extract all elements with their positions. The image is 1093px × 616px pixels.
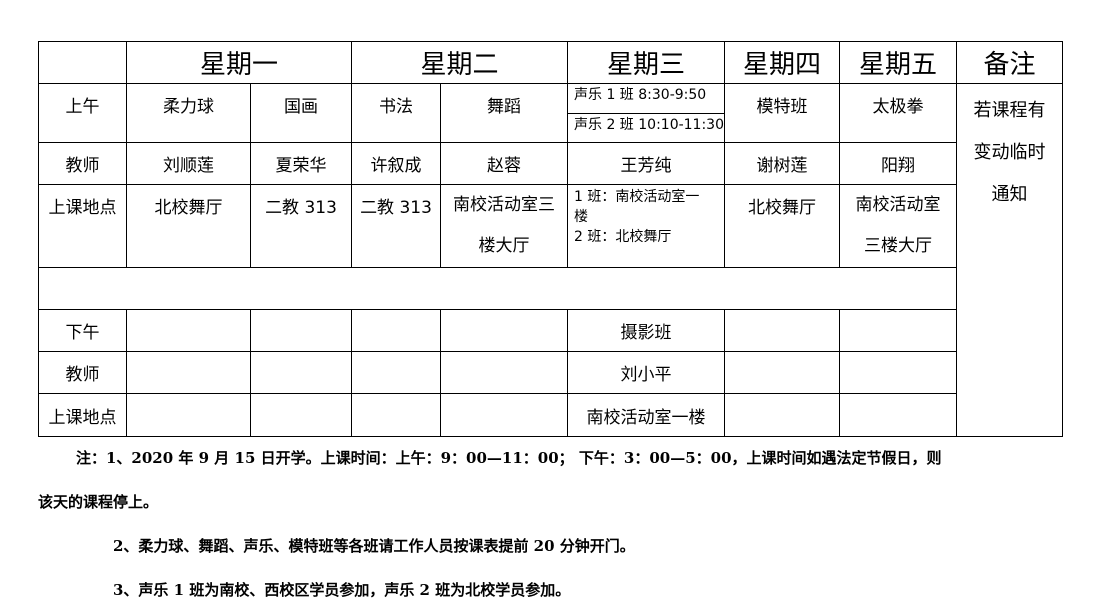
note-1-cont: 该天的课程停上。 — [38, 493, 159, 511]
empty-cell — [440, 351, 568, 394]
corner-cell — [38, 41, 127, 84]
course-cell: 国画 — [250, 83, 352, 143]
empty-cell — [351, 393, 441, 437]
location-line: 楼 — [574, 209, 588, 225]
teacher-cell: 谢树莲 — [724, 142, 840, 185]
note-2: 2、柔力球、舞蹈、声乐、模特班等各班请工作人员按课表提前 20 分钟开门。 — [113, 537, 635, 555]
location-line: 2 班：北校舞厅 — [574, 229, 672, 245]
singing-cell: 声乐 1 班 8:30-9:50 声乐 2 班 10:10-11:30 — [567, 83, 725, 143]
location-cell: 北校舞厅 — [126, 184, 251, 268]
teacher-cell: 阳翔 — [839, 142, 957, 185]
empty-cell — [351, 309, 441, 352]
location-pm-row: 上课地点 南校活动室一楼 — [38, 393, 1063, 437]
location-am-row: 上课地点 北校舞厅 二教 313 二教 313 南校活动室三 楼大厅 1 班：南校… — [38, 184, 1063, 268]
empty-cell — [839, 393, 957, 437]
course-cell: 模特班 — [724, 83, 840, 143]
location-line: 南校活动室 — [855, 195, 941, 215]
row-label: 上课地点 — [38, 393, 127, 437]
singing-class-1: 声乐 1 班 8:30-9:50 — [568, 85, 724, 114]
row-label: 教师 — [38, 142, 127, 185]
empty-cell — [839, 309, 957, 352]
teacher-pm-row: 教师 刘小平 — [38, 351, 1063, 394]
row-label: 上课地点 — [38, 184, 127, 268]
course-cell: 摄影班 — [567, 309, 725, 352]
notes: 注：1、2020 年 9 月 15 日开学。上课时间：上午：9：00—11：00… — [38, 440, 1068, 616]
location-cell: 南校活动室一楼 — [567, 393, 725, 437]
header-thursday: 星期四 — [724, 41, 840, 84]
location-line: 1 班：南校活动室一 — [574, 189, 700, 205]
empty-cell — [839, 351, 957, 394]
remark-line: 通知 — [991, 184, 1028, 205]
remarks-cell: 若课程有 变动临时 通知 — [956, 83, 1063, 437]
empty-cell — [724, 351, 840, 394]
location-line: 南校活动室三 — [453, 195, 555, 215]
header-row: 星期一 星期二 星期三 星期四 星期五 备注 — [38, 41, 1063, 84]
location-line: 三楼大厅 — [864, 236, 932, 256]
remark-line: 变动临时 — [973, 142, 1046, 163]
teacher-cell: 刘小平 — [567, 351, 725, 394]
location-cell: 1 班：南校活动室一楼 2 班：北校舞厅 — [567, 184, 725, 268]
location-line: 楼大厅 — [478, 236, 530, 256]
teacher-cell: 刘顺莲 — [126, 142, 251, 185]
header-friday: 星期五 — [839, 41, 957, 84]
empty-cell — [126, 309, 251, 352]
row-label: 上午 — [38, 83, 127, 143]
teacher-cell: 许叙成 — [351, 142, 441, 185]
location-cell: 二教 313 — [351, 184, 441, 268]
remark-line: 若课程有 — [973, 100, 1046, 121]
empty-cell — [351, 351, 441, 394]
teacher-cell: 王芳纯 — [567, 142, 725, 185]
empty-cell — [126, 393, 251, 437]
empty-cell — [250, 351, 352, 394]
empty-cell — [38, 267, 957, 310]
header-wednesday: 星期三 — [567, 41, 725, 84]
location-cell: 南校活动室三楼大厅 — [839, 184, 957, 268]
morning-row: 上午 柔力球 国画 书法 舞蹈 声乐 1 班 8:30-9:50 声乐 2 班 1… — [38, 83, 1063, 437]
row-label: 下午 — [38, 309, 127, 352]
empty-cell — [440, 393, 568, 437]
empty-cell — [250, 393, 352, 437]
location-cell: 北校舞厅 — [724, 184, 840, 268]
header-monday: 星期一 — [126, 41, 352, 84]
afternoon-row: 下午 摄影班 — [38, 309, 1063, 352]
singing-class-2: 声乐 2 班 10:10-11:30 — [574, 117, 725, 133]
empty-cell — [724, 309, 840, 352]
teacher-am-row: 教师 刘顺莲 夏荣华 许叙成 赵蓉 王芳纯 谢树莲 阳翔 — [38, 142, 1063, 185]
course-cell: 舞蹈 — [440, 83, 568, 143]
empty-cell — [126, 351, 251, 394]
spacer-row — [38, 267, 1063, 310]
note-3: 3、声乐 1 班为南校、西校区学员参加，声乐 2 班为北校学员参加。 — [113, 581, 571, 599]
empty-cell — [440, 309, 568, 352]
course-cell: 书法 — [351, 83, 441, 143]
course-cell: 柔力球 — [126, 83, 251, 143]
header-tuesday: 星期二 — [351, 41, 568, 84]
note-1: 注：1、2020 年 9 月 15 日开学。上课时间：上午：9：00—11：00… — [76, 449, 942, 467]
location-cell: 二教 313 — [250, 184, 352, 268]
teacher-cell: 夏荣华 — [250, 142, 352, 185]
teacher-cell: 赵蓉 — [440, 142, 568, 185]
location-cell: 南校活动室三楼大厅 — [440, 184, 568, 268]
empty-cell — [724, 393, 840, 437]
row-label: 教师 — [38, 351, 127, 394]
header-remarks: 备注 — [956, 41, 1063, 84]
empty-cell — [250, 309, 352, 352]
course-cell: 太极拳 — [839, 83, 957, 143]
schedule-table: 星期一 星期二 星期三 星期四 星期五 备注 上午 柔力球 国画 书法 舞蹈 声… — [38, 41, 1063, 437]
